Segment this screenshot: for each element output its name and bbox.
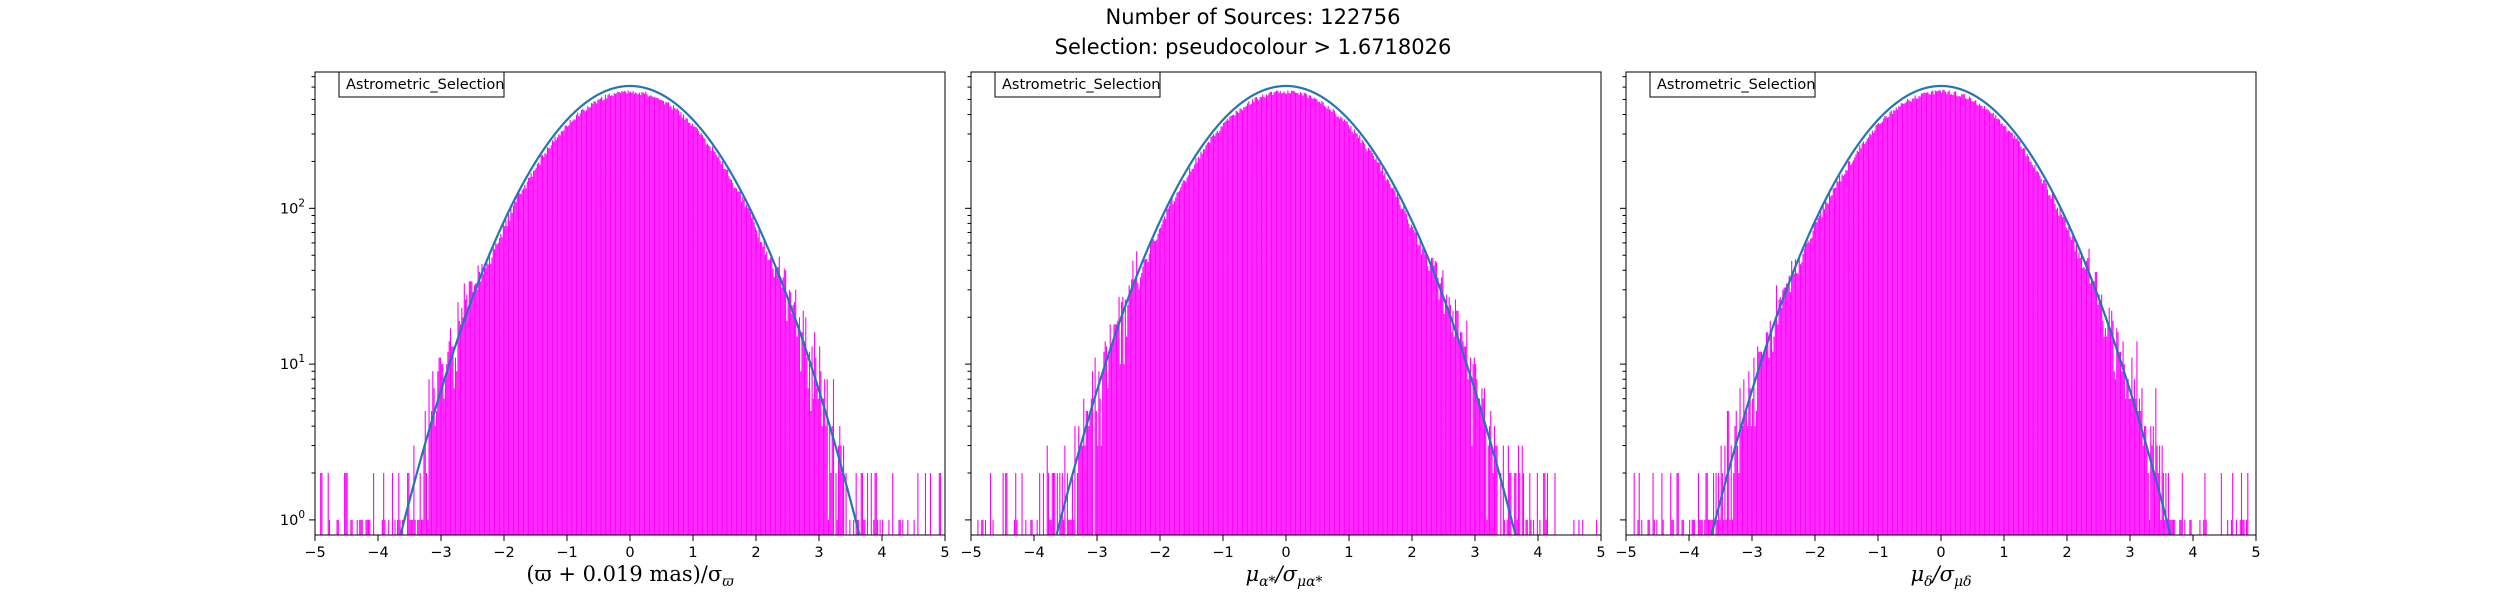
panel-1-legend: Astrometric_Selection bbox=[338, 71, 505, 98]
panel-1-x-tick-label: 4 bbox=[877, 545, 886, 561]
panel-1-x-tick-label: −3 bbox=[430, 545, 451, 561]
panel-2-x-tick-label: −5 bbox=[960, 545, 981, 561]
panel-3-x-tick-label: 5 bbox=[2251, 545, 2260, 561]
panel-2-x-tick-label: −1 bbox=[1212, 545, 1233, 561]
panel-2-legend-label: Astrometric_Selection bbox=[1002, 77, 1160, 93]
panel-1-x-tick-label: −5 bbox=[304, 545, 325, 561]
panel-1-x-tick-label: 5 bbox=[940, 545, 949, 561]
panel-1-y-ticks: 100 101 102 bbox=[280, 76, 315, 529]
panel-2-histogram-bars bbox=[977, 90, 1598, 535]
panel-1-x-axis-label: (ϖ + 0.019 mas)/σϖ bbox=[526, 562, 734, 590]
panel-1-histogram-bars bbox=[320, 90, 942, 535]
panel-3-legend-box bbox=[1649, 71, 1816, 98]
panel-3-x-tick-label: −1 bbox=[1867, 545, 1888, 561]
panel-1-x-tick-label: −1 bbox=[556, 545, 577, 561]
panel-3-histogram-bars bbox=[1633, 89, 2249, 535]
panel-3-x-tick-label: 3 bbox=[2125, 545, 2134, 561]
panel-2-x-tick-label: −4 bbox=[1023, 545, 1044, 561]
panel-2-x-tick-label: 1 bbox=[1344, 545, 1353, 561]
panel-3-legend: Astrometric_Selection bbox=[1649, 71, 1816, 98]
panel-2-x-tick-label: 4 bbox=[1533, 545, 1542, 561]
panel-2-legend: Astrometric_Selection bbox=[994, 71, 1161, 98]
panel-3-x-axis-label: μδ/σμδ bbox=[1910, 562, 1971, 590]
panel-2-legend-box bbox=[994, 71, 1161, 98]
panel-2-x-tick-label: 0 bbox=[1281, 545, 1290, 561]
panel-3: −5 −4 −3 −2 −1 0 1 2 3 4 5 Astrometric_Selection μ… bbox=[1615, 71, 2261, 590]
panel-1-x-ticks: −5 −4 −3 −2 −1 0 1 2 3 4 5 bbox=[304, 535, 950, 561]
panel-3-x-tick-label: 0 bbox=[1936, 545, 1945, 561]
panel-3-x-tick-label: −2 bbox=[1804, 545, 1825, 561]
panel-3-x-tick-label: −4 bbox=[1678, 545, 1699, 561]
panel-1-model-curve bbox=[399, 84, 861, 535]
panel-1-x-tick-label: −4 bbox=[367, 545, 388, 561]
panel-1-x-tick-label: 0 bbox=[625, 545, 634, 561]
panel-2-x-tick-label: −3 bbox=[1086, 545, 1107, 561]
panel-3-legend-label: Astrometric_Selection bbox=[1657, 77, 1815, 93]
figure-title-line1: Number of Sources: 122756 bbox=[1106, 5, 1401, 29]
panel-3-x-tick-label: −3 bbox=[1741, 545, 1762, 561]
panel-1-legend-label: Astrometric_Selection bbox=[346, 77, 504, 93]
panel-1-frame bbox=[314, 71, 946, 536]
panel-2-x-tick-label: 2 bbox=[1407, 545, 1416, 561]
panel-1-x-tick-label: 2 bbox=[751, 545, 760, 561]
panel-1: −5 −4 −3 −2 −1 0 1 2 3 4 5 100 101 102 Astrometric_S… bbox=[280, 71, 950, 590]
panel-1-x-tick-label: 3 bbox=[814, 545, 823, 561]
panel-2-x-ticks: −5 −4 −3 −2 −1 0 1 2 3 4 5 bbox=[960, 535, 1606, 561]
panel-2-x-axis-label: μα*/σμα* bbox=[1245, 562, 1322, 590]
panel-1-x-tick-label: −2 bbox=[493, 545, 514, 561]
panel-2: −5 −4 −3 −2 −1 0 1 2 3 4 5 Astrometric_Selection μ… bbox=[960, 71, 1606, 590]
panel-1-y-tick-label: 102 bbox=[280, 197, 305, 217]
panel-3-x-tick-label: 1 bbox=[1999, 545, 2008, 561]
panel-3-x-tick-label: 2 bbox=[2062, 545, 2071, 561]
panel-3-frame bbox=[1625, 71, 2257, 536]
figure-title-line2: Selection: pseudocolour > 1.6718026 bbox=[1055, 35, 1452, 59]
panel-3-x-ticks: −5 −4 −3 −2 −1 0 1 2 3 4 5 bbox=[1615, 535, 2261, 561]
panel-2-model-curve bbox=[1055, 84, 1517, 535]
panel-2-histogram bbox=[977, 90, 1598, 535]
panel-1-x-tick-label: 1 bbox=[688, 545, 697, 561]
panel-3-histogram bbox=[1633, 89, 2249, 535]
panel-2-x-tick-label: 3 bbox=[1470, 545, 1479, 561]
panel-3-model-curve bbox=[1710, 84, 2172, 535]
panel-1-legend-box bbox=[338, 71, 505, 98]
panel-3-x-tick-label: 4 bbox=[2188, 545, 2197, 561]
panel-1-histogram bbox=[320, 90, 942, 535]
panel-1-y-tick-label: 100 bbox=[280, 509, 305, 529]
panel-3-x-tick-label: −5 bbox=[1615, 545, 1636, 561]
panel-2-frame bbox=[970, 71, 1602, 536]
panel-2-x-tick-label: −2 bbox=[1149, 545, 1170, 561]
panel-2-x-tick-label: 5 bbox=[1596, 545, 1605, 561]
panel-1-y-tick-label: 101 bbox=[280, 353, 305, 373]
